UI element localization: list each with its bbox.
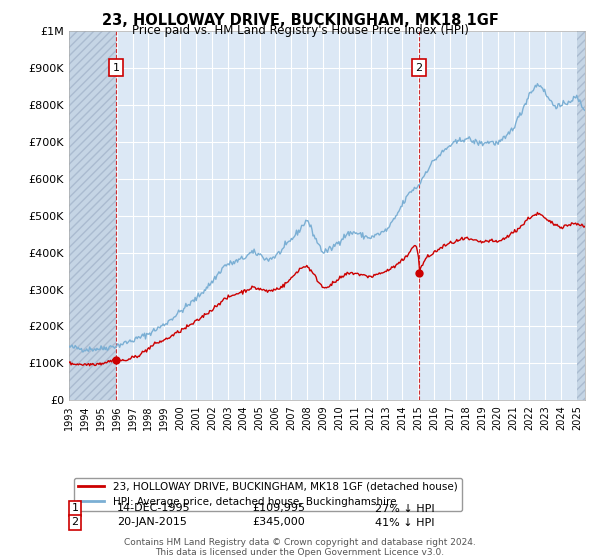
Text: 2: 2: [416, 63, 422, 73]
Text: 1: 1: [112, 63, 119, 73]
Text: 2: 2: [71, 517, 79, 528]
Text: £109,995: £109,995: [252, 503, 305, 514]
Text: 14-DEC-1995: 14-DEC-1995: [117, 503, 191, 514]
Text: 20-JAN-2015: 20-JAN-2015: [117, 517, 187, 528]
Text: Price paid vs. HM Land Registry's House Price Index (HPI): Price paid vs. HM Land Registry's House …: [131, 24, 469, 37]
Text: Contains HM Land Registry data © Crown copyright and database right 2024.
This d: Contains HM Land Registry data © Crown c…: [124, 538, 476, 557]
Bar: [69, 31, 116, 400]
Text: 27% ↓ HPI: 27% ↓ HPI: [375, 503, 434, 514]
Text: 23, HOLLOWAY DRIVE, BUCKINGHAM, MK18 1GF: 23, HOLLOWAY DRIVE, BUCKINGHAM, MK18 1GF: [101, 13, 499, 28]
Text: £345,000: £345,000: [252, 517, 305, 528]
Text: 1: 1: [71, 503, 79, 514]
Bar: [577, 31, 585, 400]
Legend: 23, HOLLOWAY DRIVE, BUCKINGHAM, MK18 1GF (detached house), HPI: Average price, d: 23, HOLLOWAY DRIVE, BUCKINGHAM, MK18 1GF…: [74, 478, 461, 511]
Text: 41% ↓ HPI: 41% ↓ HPI: [375, 517, 434, 528]
